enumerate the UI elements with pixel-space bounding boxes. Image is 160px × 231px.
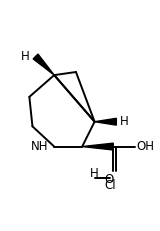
Polygon shape (95, 118, 116, 125)
Text: NH: NH (31, 140, 48, 153)
Text: H: H (120, 115, 128, 128)
Text: H: H (21, 50, 29, 63)
Polygon shape (82, 143, 113, 150)
Polygon shape (33, 54, 54, 75)
Text: O: O (105, 173, 114, 186)
Text: OH: OH (136, 140, 155, 153)
Text: Cl: Cl (104, 179, 116, 192)
Text: H: H (90, 167, 99, 180)
